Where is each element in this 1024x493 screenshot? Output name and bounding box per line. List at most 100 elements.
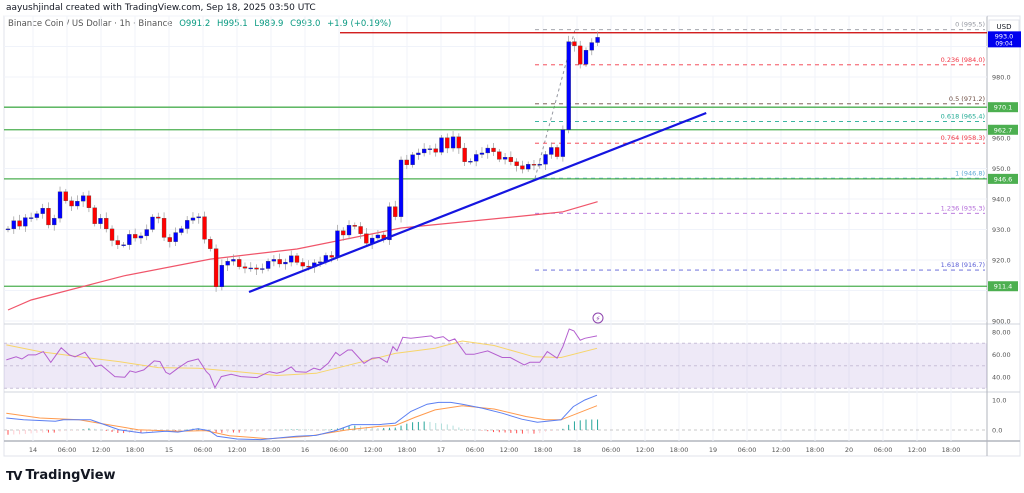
candle-up [375,234,381,239]
price-tick-label: 980.0 [992,74,1011,82]
macd-histogram-bar [47,430,49,433]
level-price-label: 970.1 [994,104,1013,112]
candle-down [364,233,369,244]
macd-histogram-bar [36,430,38,433]
macd-histogram-bar [279,429,281,431]
time-tick-label: 06:00 [602,446,621,454]
macd-histogram-bar [261,430,263,432]
candle-up [439,137,444,153]
candle-up [450,136,456,149]
time-tick-label: 06:00 [58,446,77,454]
candle-down [109,228,115,241]
level-price-badge [988,281,1018,292]
symbol-title[interactable]: Binance Coin / US Dollar · 1h · Binance [8,19,173,29]
macd-histogram-bar [412,422,414,430]
candle-down [300,262,305,267]
currency-label: USD [997,23,1012,31]
time-tick-label: 06:00 [874,446,893,454]
macd-histogram-bar [19,430,21,435]
tradingview-logo-icon: TV [6,468,23,483]
macd-histogram-bar [152,430,153,432]
candle-up [346,225,352,236]
time-tick-label: 15 [165,446,173,454]
candle-up [416,152,421,155]
macd-histogram-bar [527,430,529,434]
time-tick-label: 20 [845,446,853,454]
macd-histogram-bar [573,421,575,430]
macd-histogram-bar [504,430,506,433]
candle-up [185,220,190,229]
candle-down [167,237,172,242]
candle-up [398,159,404,217]
macd-histogram-bar [117,430,119,433]
macd-histogram-bar [342,427,344,430]
candle-up [526,164,531,170]
macd-histogram-bar [475,429,477,431]
candle-up [11,220,16,230]
macd-histogram-bar [464,428,466,430]
macd-histogram-bar [365,426,367,430]
macd-histogram-bar [487,430,489,432]
macd-histogram-bar [585,419,587,430]
candle-up [28,217,34,219]
macd-histogram-bar [82,429,84,430]
ohlc-change: +1.9 (+0.19%) [327,19,392,29]
macd-histogram-bar [105,430,107,431]
macd-histogram-bar [209,429,211,431]
time-tick-label: 18:00 [262,446,281,454]
candle-down [393,206,398,217]
time-tick-label: 17 [437,446,445,454]
time-tick-label: 18:00 [806,446,825,454]
candle-up [179,228,184,233]
candle-up [265,261,271,269]
macd-histogram-bar [429,421,431,430]
candle-down [63,191,68,201]
macd-histogram-bar [267,430,269,431]
candle-up [422,148,427,154]
candle-up [150,216,155,230]
price-tick-label: 920.0 [992,257,1011,265]
time-tick-label: 06:00 [738,446,757,454]
macd-histogram-bar [146,430,148,433]
time-tick-label: 18:00 [670,446,689,454]
candle-up [225,261,230,266]
candle-down [445,137,450,149]
fib-level-label: 0.764 (958.3) [941,134,985,142]
fib-level-label: 1 (946.8) [955,169,985,177]
candle-up [190,217,196,221]
candle-down [358,226,363,234]
candle-up [127,234,132,245]
macd-tick-label: 0.0 [992,427,1002,435]
time-tick-label: 12:00 [364,446,383,454]
macd-histogram-bar [521,430,523,434]
tradingview-logo[interactable]: TV TradingView [6,468,116,483]
macd-histogram-bar [221,430,223,433]
macd-histogram-bar [232,430,234,433]
candle-up [248,267,253,270]
macd-histogram-bar [215,430,217,433]
candle-up [283,261,288,265]
macd-histogram-bar [30,430,32,434]
candle-up [98,218,103,224]
candle-up [34,213,40,218]
candle-up [589,42,594,51]
macd-histogram-bar [180,430,182,431]
ohlc-high: H995.1 [216,19,248,29]
macd-histogram-bar [597,419,599,430]
time-tick-label: 12:00 [636,446,655,454]
candle-up [231,259,236,262]
macd-histogram-bar [377,428,379,430]
macd-histogram-bar [371,427,373,430]
candle-up [271,259,277,262]
candle-up [595,37,600,43]
time-tick-label: 06:00 [330,446,349,454]
rsi-tick-label: 60.00 [992,351,1011,359]
macd-histogram-bar [284,429,286,431]
macd-histogram-bar [336,428,338,430]
macd-histogram-bar [71,430,73,431]
macd-histogram-bar [388,427,390,430]
candle-down [277,259,282,265]
macd-histogram-bar [111,430,113,432]
macd-histogram-bar [545,430,547,432]
